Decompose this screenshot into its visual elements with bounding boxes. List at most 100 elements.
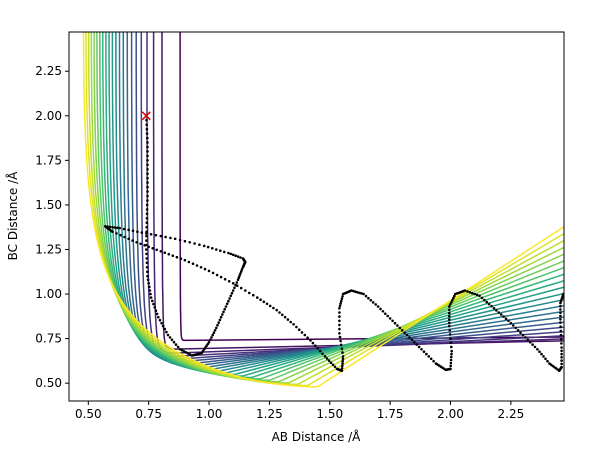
y-axis-label: BC Distance /Å bbox=[5, 171, 20, 261]
trajectory-point bbox=[235, 281, 239, 284]
trajectory-point bbox=[338, 319, 341, 323]
trajectory-point bbox=[448, 311, 451, 315]
trajectory-point bbox=[323, 355, 327, 358]
trajectory-point bbox=[352, 289, 355, 293]
y-tick-label: 1.50 bbox=[35, 198, 62, 212]
x-tick-label: 2.25 bbox=[498, 407, 525, 421]
trajectory-point bbox=[340, 367, 344, 370]
trajectory-point bbox=[199, 266, 203, 269]
trajectory-point bbox=[391, 319, 394, 323]
trajectory-point bbox=[146, 176, 149, 180]
trajectory-point bbox=[227, 280, 231, 283]
trajectory-point bbox=[223, 307, 226, 311]
trajectory-point bbox=[420, 348, 423, 351]
trajectory-point bbox=[262, 300, 266, 304]
trajectory-point bbox=[338, 307, 341, 310]
trajectory-point bbox=[396, 324, 399, 327]
trajectory-point bbox=[281, 313, 284, 317]
trajectory-point bbox=[225, 302, 229, 306]
trajectory-point bbox=[147, 245, 150, 249]
trajectory-point bbox=[248, 291, 251, 295]
trajectory-point bbox=[173, 237, 177, 241]
trajectory-point bbox=[145, 127, 149, 131]
x-tick-label: 0.75 bbox=[135, 407, 162, 421]
trajectory-point bbox=[235, 284, 239, 288]
trajectory-point bbox=[376, 305, 380, 308]
trajectory-point bbox=[168, 336, 172, 339]
trajectory-point bbox=[450, 349, 454, 353]
trajectory-point bbox=[341, 357, 345, 361]
trajectory-point bbox=[559, 311, 562, 315]
trajectory-point bbox=[338, 315, 341, 318]
trajectory-point bbox=[384, 312, 387, 316]
trajectory-point bbox=[360, 292, 363, 295]
trajectory-point bbox=[341, 359, 345, 363]
contour-line bbox=[130, 32, 564, 365]
trajectory-point bbox=[255, 296, 259, 299]
trajectory-point bbox=[449, 303, 452, 306]
trajectory-point bbox=[221, 313, 224, 316]
trajectory-point bbox=[559, 314, 562, 318]
trajectory-point bbox=[519, 331, 522, 335]
contour-lines bbox=[82, 32, 564, 388]
trajectory-point bbox=[559, 325, 562, 329]
trajectory-point bbox=[145, 261, 149, 265]
trajectory-point bbox=[449, 361, 453, 365]
contour-line bbox=[179, 32, 564, 342]
trajectory-point bbox=[239, 256, 242, 259]
contour-line bbox=[126, 32, 564, 367]
trajectory-point bbox=[209, 338, 212, 342]
trajectory-point bbox=[490, 304, 493, 308]
trajectory-point bbox=[146, 190, 149, 193]
trajectory-point bbox=[321, 352, 324, 356]
trajectory-point bbox=[146, 163, 149, 167]
trajectory-point bbox=[163, 327, 167, 331]
trajectory-point bbox=[230, 291, 234, 295]
trajectory-point bbox=[339, 299, 343, 303]
trajectory-point bbox=[340, 297, 344, 301]
trajectory-point bbox=[362, 292, 365, 296]
trajectory-point bbox=[123, 235, 126, 239]
trajectory-point bbox=[450, 352, 453, 356]
trajectory-point bbox=[237, 276, 241, 280]
trajectory-point bbox=[560, 342, 563, 345]
trajectory-point bbox=[449, 364, 453, 368]
trajectory-point bbox=[155, 248, 158, 252]
trajectory-point bbox=[146, 199, 149, 202]
trajectory-point bbox=[314, 344, 317, 348]
trajectory-point bbox=[155, 312, 159, 316]
y-tick-label: 2.00 bbox=[35, 109, 62, 123]
trajectory-point bbox=[206, 245, 210, 249]
trajectory-point bbox=[538, 350, 541, 354]
trajectory-point bbox=[146, 274, 149, 278]
trajectory-point bbox=[339, 302, 342, 305]
trajectory-point bbox=[145, 266, 149, 269]
trajectory-point bbox=[215, 273, 219, 277]
trajectory bbox=[103, 114, 564, 373]
trajectory-point bbox=[408, 336, 411, 339]
trajectory-point bbox=[171, 254, 175, 257]
trajectory-point bbox=[183, 258, 187, 262]
trajectory-point bbox=[175, 255, 179, 259]
trajectory-point bbox=[413, 340, 416, 344]
trajectory-point bbox=[145, 232, 148, 235]
trajectory-point bbox=[215, 248, 218, 251]
trajectory-point bbox=[546, 359, 549, 363]
trajectory-point bbox=[333, 365, 337, 369]
trajectory-point bbox=[422, 350, 426, 354]
trajectory-point bbox=[233, 286, 236, 290]
trajectory-point bbox=[405, 333, 409, 337]
trajectory-point bbox=[388, 317, 392, 320]
trajectory-point bbox=[415, 343, 419, 346]
x-axis-ticks: 0.50 0.75 1.00 1.25 1.50 1.75 2.00 2.25 bbox=[75, 401, 524, 421]
trajectory-point bbox=[448, 315, 451, 318]
trajectory-point bbox=[559, 308, 562, 311]
trajectory-point bbox=[146, 145, 149, 149]
trajectory-point bbox=[521, 333, 525, 337]
trajectory-point bbox=[145, 217, 149, 220]
trajectory-point bbox=[145, 225, 148, 229]
trajectory-point bbox=[452, 296, 455, 300]
trajectory-point bbox=[127, 237, 130, 241]
trajectory-point bbox=[292, 323, 295, 326]
trajectory-point bbox=[143, 244, 146, 247]
